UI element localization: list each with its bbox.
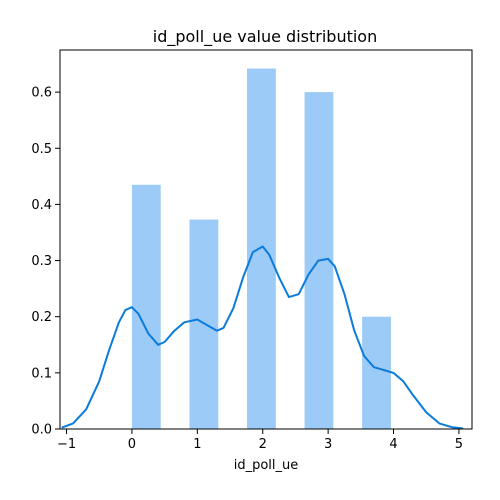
y-axis: 0.0 0.1 0.2 0.3 0.4 0.5 0.6 [31, 86, 60, 438]
y-tick-label: 0.3 [31, 254, 52, 269]
histogram-bar-4 [362, 316, 391, 429]
x-tick-label: 3 [324, 437, 332, 452]
kde-curve-group [61, 245, 464, 430]
y-tick-label: 0.5 [31, 142, 52, 157]
plot-frame [59, 49, 473, 430]
y-tick-label: 0.6 [31, 86, 52, 101]
x-axis-label: id_poll_ue [234, 458, 299, 473]
y-tick-label: 0.2 [31, 310, 52, 325]
x-tick-label: 5 [455, 437, 463, 452]
histogram-bar-2 [247, 68, 276, 429]
y-tick-label: 0.1 [31, 366, 52, 381]
y-tick-label: 0.4 [31, 198, 52, 213]
x-tick-label: 2 [259, 437, 267, 452]
y-tick-label: 0.0 [31, 423, 52, 438]
x-axis: −1 0 1 2 3 4 5 [57, 429, 463, 452]
x-tick-label: 0 [128, 437, 136, 452]
bars [131, 68, 391, 429]
chart-title: id_poll_ue value distribution [153, 27, 377, 47]
x-tick-label: 4 [389, 437, 397, 452]
histogram-bar-0 [131, 184, 161, 429]
x-tick-label: −1 [57, 437, 76, 452]
x-tick-label: 1 [193, 437, 201, 452]
kde-line [61, 245, 464, 430]
